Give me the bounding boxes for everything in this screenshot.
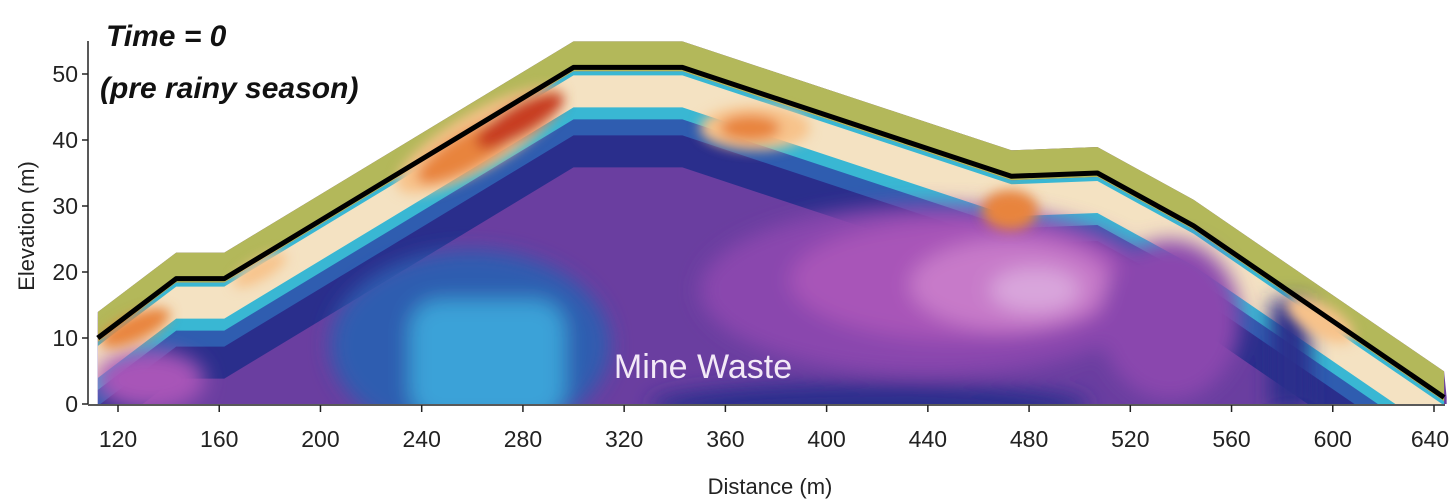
x-tick-label: 200: [301, 426, 339, 452]
y-tick-label: 40: [52, 127, 78, 153]
x-axis-title: Distance (m): [708, 474, 833, 499]
x-tick-label: 480: [1010, 426, 1048, 452]
y-axis-title: Elevation (m): [14, 161, 39, 291]
x-tick-label: 400: [807, 426, 845, 452]
title-line-1: Time = 0: [106, 20, 227, 53]
y-tick-label: 10: [52, 325, 78, 351]
deep-anomalies: [97, 205, 1310, 405]
zone-peach-e: [1286, 296, 1354, 344]
band-cyan: [97, 107, 1445, 405]
band-olive: [97, 41, 1445, 402]
zone-orange-d: [100, 308, 170, 348]
zone-red-a: [475, 91, 565, 149]
x-axis: 120 160 200 240 280 320 360 400 440 480 520 560 600 6…: [88, 404, 1449, 452]
x-tick-label: 320: [605, 426, 643, 452]
mine-waste-label: Mine Waste: [614, 348, 792, 386]
blob-navy-bottom: [650, 383, 1090, 405]
y-tick-label: 0: [65, 391, 78, 417]
y-ticks: 0 10 20 30 40 50: [52, 61, 88, 417]
x-tick-label: 160: [200, 426, 238, 452]
high-resistivity-zones: [100, 86, 1354, 348]
title-line-2: (pre rainy season): [100, 72, 358, 105]
band-blue: [97, 119, 1445, 405]
blob-pink-light: [990, 268, 1080, 312]
zone-orange-c: [982, 190, 1038, 230]
y-tick-label: 20: [52, 259, 78, 285]
x-tick-label: 360: [706, 426, 744, 452]
surface-profile-line: [96, 64, 1446, 400]
x-tick-label: 120: [99, 426, 137, 452]
zone-peach-f: [233, 252, 287, 288]
x-tick-label: 440: [909, 426, 947, 452]
x-tick-label: 240: [403, 426, 441, 452]
x-tick-label: 640: [1411, 426, 1449, 452]
blob-cyan-deep: [410, 300, 565, 405]
x-tick-label: 560: [1212, 426, 1250, 452]
blob-violet-right: [1100, 240, 1240, 400]
x-ticks: 120 160 200 240 280 320 360 400 440 480 520 560 600 6…: [99, 405, 1449, 452]
x-tick-label: 280: [504, 426, 542, 452]
y-axis: 0 10 20 30 40 50: [52, 41, 89, 417]
zone-orange-b: [720, 115, 780, 141]
x-tick-label: 520: [1111, 426, 1149, 452]
y-tick-label: 30: [52, 193, 78, 219]
y-tick-label: 50: [52, 61, 78, 87]
band-navy: [97, 135, 1445, 405]
blob-magenta-left: [97, 350, 205, 405]
x-tick-label: 600: [1314, 426, 1352, 452]
